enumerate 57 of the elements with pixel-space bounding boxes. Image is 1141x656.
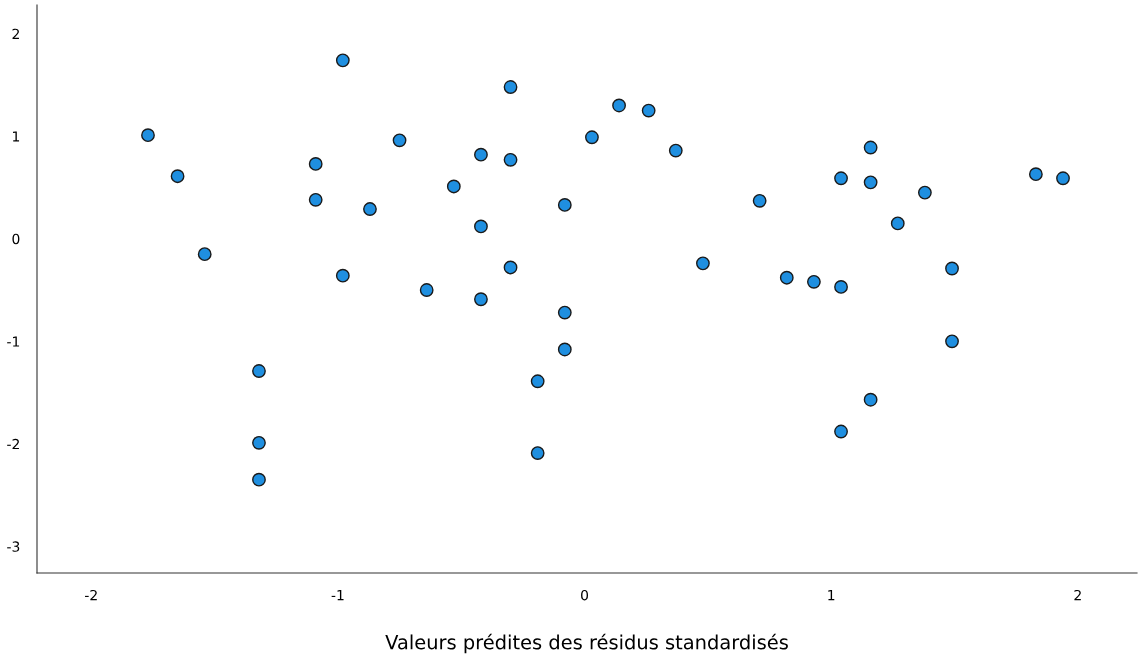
- y-tick-label: -2: [7, 438, 19, 450]
- point: [335, 53, 350, 68]
- point: [752, 193, 767, 208]
- point: [890, 216, 905, 231]
- x-tick-label: -2: [85, 589, 97, 601]
- point: [392, 133, 407, 148]
- point: [503, 260, 518, 275]
- point: [474, 219, 488, 234]
- point: [363, 202, 377, 216]
- point: [668, 143, 683, 158]
- point: [557, 198, 572, 212]
- point: [530, 446, 545, 460]
- point: [503, 80, 518, 94]
- point: [612, 98, 626, 113]
- point: [446, 179, 461, 194]
- point: [252, 472, 266, 487]
- point: [335, 268, 350, 283]
- point: [308, 192, 323, 207]
- point: [863, 175, 878, 190]
- y-tick-label: 2: [12, 28, 19, 39]
- point: [806, 274, 821, 289]
- point: [252, 364, 266, 378]
- point: [503, 152, 518, 167]
- point: [917, 185, 932, 200]
- point: [557, 342, 572, 357]
- point: [641, 103, 656, 118]
- point: [863, 392, 878, 407]
- point: [419, 283, 434, 297]
- point: [945, 334, 959, 349]
- point: [834, 171, 848, 186]
- point: [779, 270, 794, 285]
- y-tick-label: -3: [7, 541, 20, 552]
- point: [474, 147, 488, 162]
- point: [252, 435, 266, 450]
- y-tick-label: 0: [12, 233, 20, 245]
- point: [945, 261, 959, 276]
- x-tick-label: 1: [828, 590, 835, 601]
- point: [141, 128, 155, 143]
- x-axis-title: Valeurs prédites des résidus standardisés: [385, 633, 788, 654]
- point: [1028, 167, 1043, 182]
- point: [197, 247, 212, 262]
- point: [834, 280, 848, 294]
- y-tick-label: -1: [7, 336, 20, 347]
- point: [585, 130, 599, 145]
- point: [530, 374, 545, 389]
- point: [170, 169, 185, 184]
- point: [557, 305, 572, 320]
- point: [1056, 171, 1070, 186]
- x-tick-label: 0: [581, 589, 589, 601]
- x-tick-label: 2: [1074, 589, 1081, 601]
- x-tick-label: -1: [331, 590, 344, 601]
- point: [834, 424, 848, 439]
- point: [308, 157, 323, 171]
- point: [474, 292, 488, 307]
- point: [863, 140, 878, 155]
- y-tick-label: 1: [13, 131, 20, 142]
- point: [696, 256, 710, 271]
